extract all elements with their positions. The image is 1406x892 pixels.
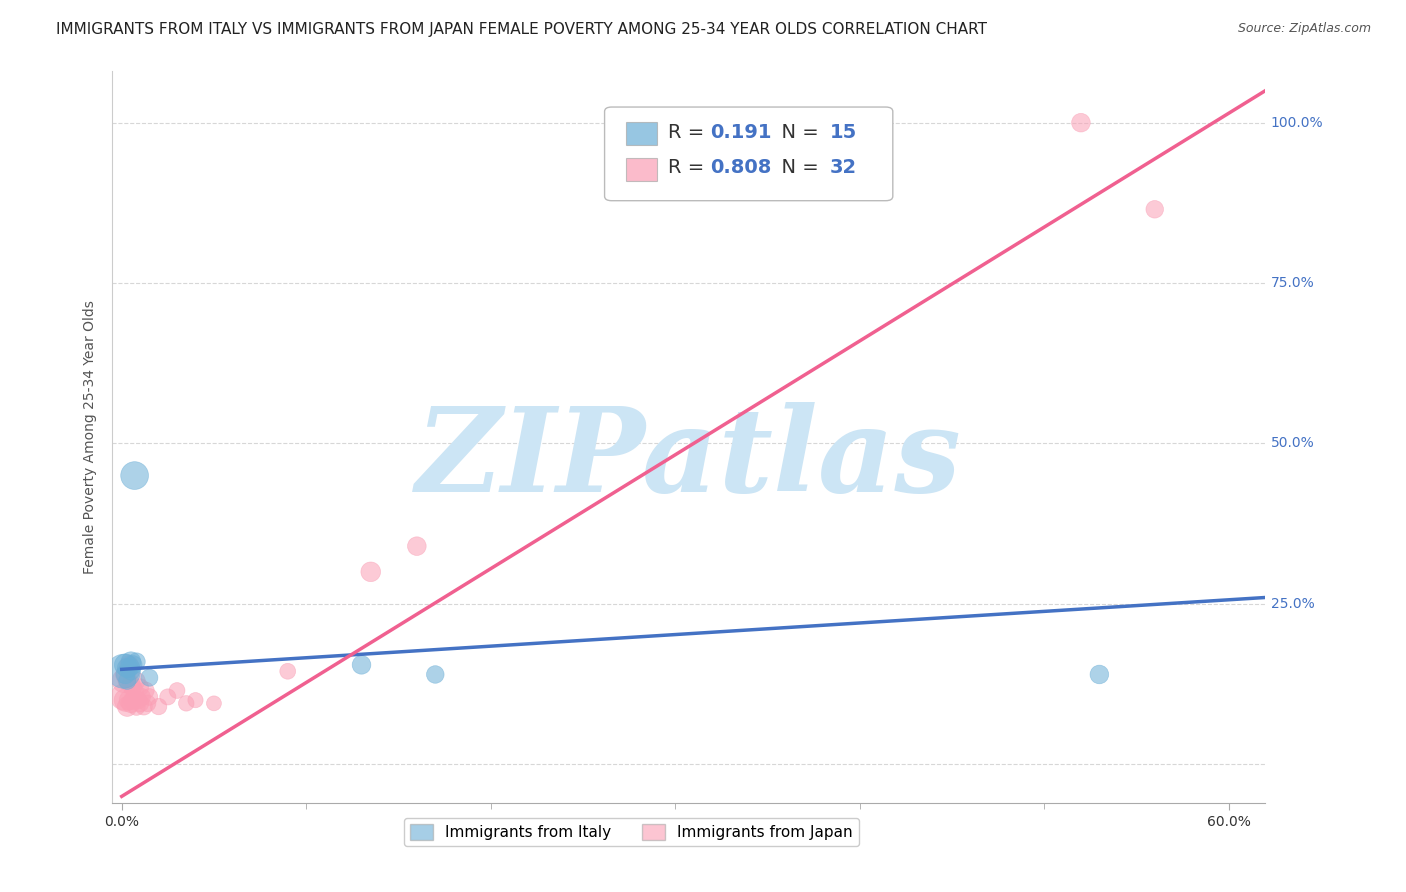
Point bbox=[1088, 667, 1111, 681]
Text: 15: 15 bbox=[830, 123, 856, 143]
Text: 100.0%: 100.0% bbox=[1271, 116, 1323, 129]
Point bbox=[1143, 202, 1166, 217]
Text: ZIPatlas: ZIPatlas bbox=[416, 401, 962, 516]
Point bbox=[202, 697, 225, 711]
Point bbox=[115, 673, 138, 688]
Point bbox=[114, 657, 136, 672]
Point bbox=[121, 693, 143, 707]
Point bbox=[114, 667, 136, 681]
Point bbox=[125, 673, 148, 688]
Point bbox=[156, 690, 179, 704]
Point bbox=[405, 539, 427, 553]
Point bbox=[115, 699, 138, 714]
Text: 75.0%: 75.0% bbox=[1271, 277, 1315, 290]
Text: 25.0%: 25.0% bbox=[1271, 597, 1315, 611]
Point bbox=[132, 699, 155, 714]
Point bbox=[138, 671, 160, 685]
Point bbox=[166, 683, 188, 698]
Point bbox=[127, 693, 149, 707]
Text: IMMIGRANTS FROM ITALY VS IMMIGRANTS FROM JAPAN FEMALE POVERTY AMONG 25-34 YEAR O: IMMIGRANTS FROM ITALY VS IMMIGRANTS FROM… bbox=[56, 22, 987, 37]
Point bbox=[118, 657, 141, 672]
Point bbox=[118, 661, 141, 675]
Point bbox=[131, 690, 153, 704]
Point bbox=[115, 673, 138, 688]
Point bbox=[120, 655, 142, 669]
Point bbox=[112, 690, 135, 704]
Point bbox=[138, 690, 160, 704]
Text: R =: R = bbox=[668, 123, 710, 143]
Point bbox=[121, 681, 143, 695]
Point bbox=[125, 699, 148, 714]
Y-axis label: Female Poverty Among 25-34 Year Olds: Female Poverty Among 25-34 Year Olds bbox=[83, 300, 97, 574]
Point bbox=[121, 657, 143, 672]
Point bbox=[174, 697, 197, 711]
Text: N =: N = bbox=[769, 123, 825, 143]
Point bbox=[129, 681, 152, 695]
Point bbox=[114, 693, 136, 707]
Text: R =: R = bbox=[668, 158, 710, 178]
Point bbox=[112, 673, 135, 688]
Point bbox=[135, 683, 157, 698]
Text: 50.0%: 50.0% bbox=[1271, 436, 1315, 450]
Point bbox=[148, 699, 170, 714]
Text: 0.191: 0.191 bbox=[710, 123, 772, 143]
Point bbox=[136, 697, 159, 711]
Point bbox=[118, 693, 141, 707]
Point bbox=[360, 565, 382, 579]
Point bbox=[1070, 116, 1092, 130]
Point bbox=[120, 697, 142, 711]
Point bbox=[112, 665, 135, 679]
Text: 0.808: 0.808 bbox=[710, 158, 772, 178]
Point bbox=[120, 665, 142, 679]
Point bbox=[129, 697, 152, 711]
Text: N =: N = bbox=[769, 158, 825, 178]
Point bbox=[184, 693, 207, 707]
Legend: Immigrants from Italy, Immigrants from Japan: Immigrants from Italy, Immigrants from J… bbox=[404, 818, 859, 847]
Point bbox=[125, 655, 148, 669]
Point bbox=[124, 683, 146, 698]
Text: 32: 32 bbox=[830, 158, 856, 178]
Point bbox=[114, 667, 136, 681]
Text: Source: ZipAtlas.com: Source: ZipAtlas.com bbox=[1237, 22, 1371, 36]
Point bbox=[124, 468, 146, 483]
Point bbox=[425, 667, 447, 681]
Point bbox=[115, 661, 138, 675]
Point bbox=[350, 657, 373, 672]
Point bbox=[120, 677, 142, 691]
Point bbox=[277, 665, 299, 679]
